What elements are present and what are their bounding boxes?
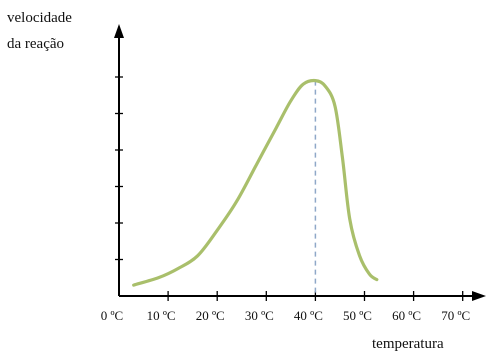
reaction-rate-curve <box>132 78 379 287</box>
x-tick-label: 40 ºC <box>294 308 323 323</box>
y-axis-label-line-1: velocidade <box>7 10 72 26</box>
x-tick-label: 20 ºC <box>196 308 225 323</box>
x-axis-tick-labels: 0 ºC 10 ºC 20 ºC 30 ºC 40 ºC 50 ºC 60 ºC 70 ºC <box>101 308 470 323</box>
y-axis-arrow <box>114 24 124 38</box>
x-tick-label: 10 ºC <box>147 308 176 323</box>
y-axis-label: velocidade da reação <box>7 10 72 52</box>
x-tick-label: 50 ºC <box>343 308 372 323</box>
x-tick-label: 30 ºC <box>245 308 274 323</box>
y-axis-label-line-2: da reação <box>7 36 64 52</box>
x-tick-label: 60 ºC <box>392 308 421 323</box>
x-tick-label: 0 ºC <box>101 308 123 323</box>
x-tick-label: 70 ºC <box>441 308 470 323</box>
x-axis-label: temperatura <box>372 336 444 352</box>
x-axis-arrow <box>472 291 486 301</box>
